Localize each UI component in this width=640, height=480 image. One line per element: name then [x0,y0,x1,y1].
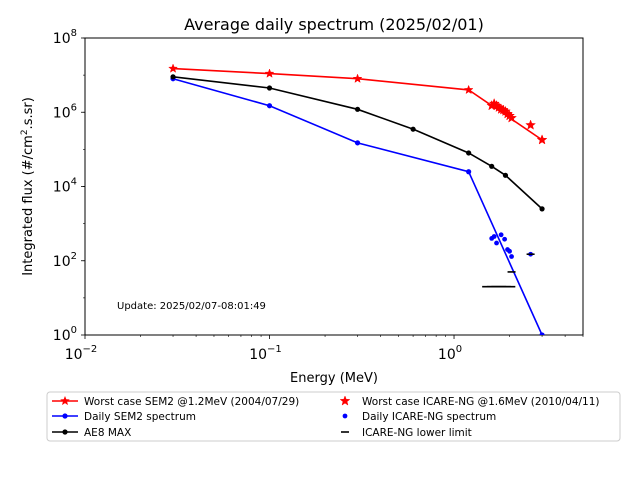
legend-marker [342,413,348,419]
legend-item: Worst case SEM2 @1.2MeV (2004/07/29) [52,395,299,408]
legend: Worst case SEM2 @1.2MeV (2004/07/29) Dail… [46,391,621,442]
legend-marker [62,429,68,435]
data-point [502,236,508,242]
data-point [536,134,548,145]
series-3 [486,97,548,145]
series-5 [482,253,535,288]
data-point [525,119,537,130]
data-point [410,126,416,132]
data-point [463,84,474,95]
legend-frame [46,391,621,442]
data-point [509,254,514,259]
data-point [354,140,361,146]
axes-layer: 10−2 10−1 100 100 102 104 106 108 Integrated flu… [20,28,584,363]
data-point [354,106,361,112]
data-point [170,74,176,80]
data-point [502,172,509,178]
y-tick-label: 106 [53,102,77,121]
data-point [466,169,472,175]
legend-label: Daily SEM2 spectrum [84,411,196,423]
series-layer [168,63,548,335]
x-tick-label: 100 [438,344,462,363]
y-axis-label: Integrated flux (#/cm2.s.sr) [20,97,36,276]
data-point [539,332,545,335]
legend-marker [60,395,70,406]
legend-item: Daily ICARE-NG spectrum [342,411,496,423]
data-point [266,85,273,91]
legend-label: Worst case ICARE-NG @1.6MeV (2010/04/11) [362,396,600,408]
x-tick-label: 10−1 [249,344,282,363]
y-tick-label: 108 [53,28,77,47]
data-point [168,63,179,73]
y-tick-label: 104 [53,177,77,196]
chart-title: Average daily spectrum (2025/02/01) [184,15,484,34]
data-point [352,73,363,83]
series-line [172,76,543,210]
data-point [506,112,517,123]
y-tick-label: 102 [53,251,77,270]
legend-label: Daily ICARE-NG spectrum [362,411,496,423]
legend-item: Worst case ICARE-NG @1.6MeV (2010/04/11) [339,395,600,408]
legend-item: ICARE-NG lower limit [341,427,472,439]
data-point [489,163,495,169]
data-point [507,248,512,254]
plot-area [84,37,584,336]
data-point [539,206,545,212]
series-clip-group [168,63,548,335]
data-point [498,232,504,238]
legend-label: AE8 MAX [84,427,131,439]
legend-marker [339,395,351,406]
data-point [494,240,499,246]
legend-label: ICARE-NG lower limit [362,427,472,439]
y-tick-label: 100 [53,325,77,344]
data-point [264,68,275,78]
legend-item: AE8 MAX [52,427,131,439]
x-axis-label: Energy (MeV) [290,371,378,386]
update-annotation: Update: 2025/02/07-08:01:49 [117,301,266,312]
legend-item: Daily SEM2 spectrum [52,411,196,423]
data-point [491,234,497,239]
data-point [466,150,472,156]
x-tick-label: 10−2 [65,344,98,363]
legend-marker [62,413,68,419]
series-2 [170,74,545,212]
legend-label: Worst case SEM2 @1.2MeV (2004/07/29) [84,396,299,408]
data-point [266,103,273,109]
